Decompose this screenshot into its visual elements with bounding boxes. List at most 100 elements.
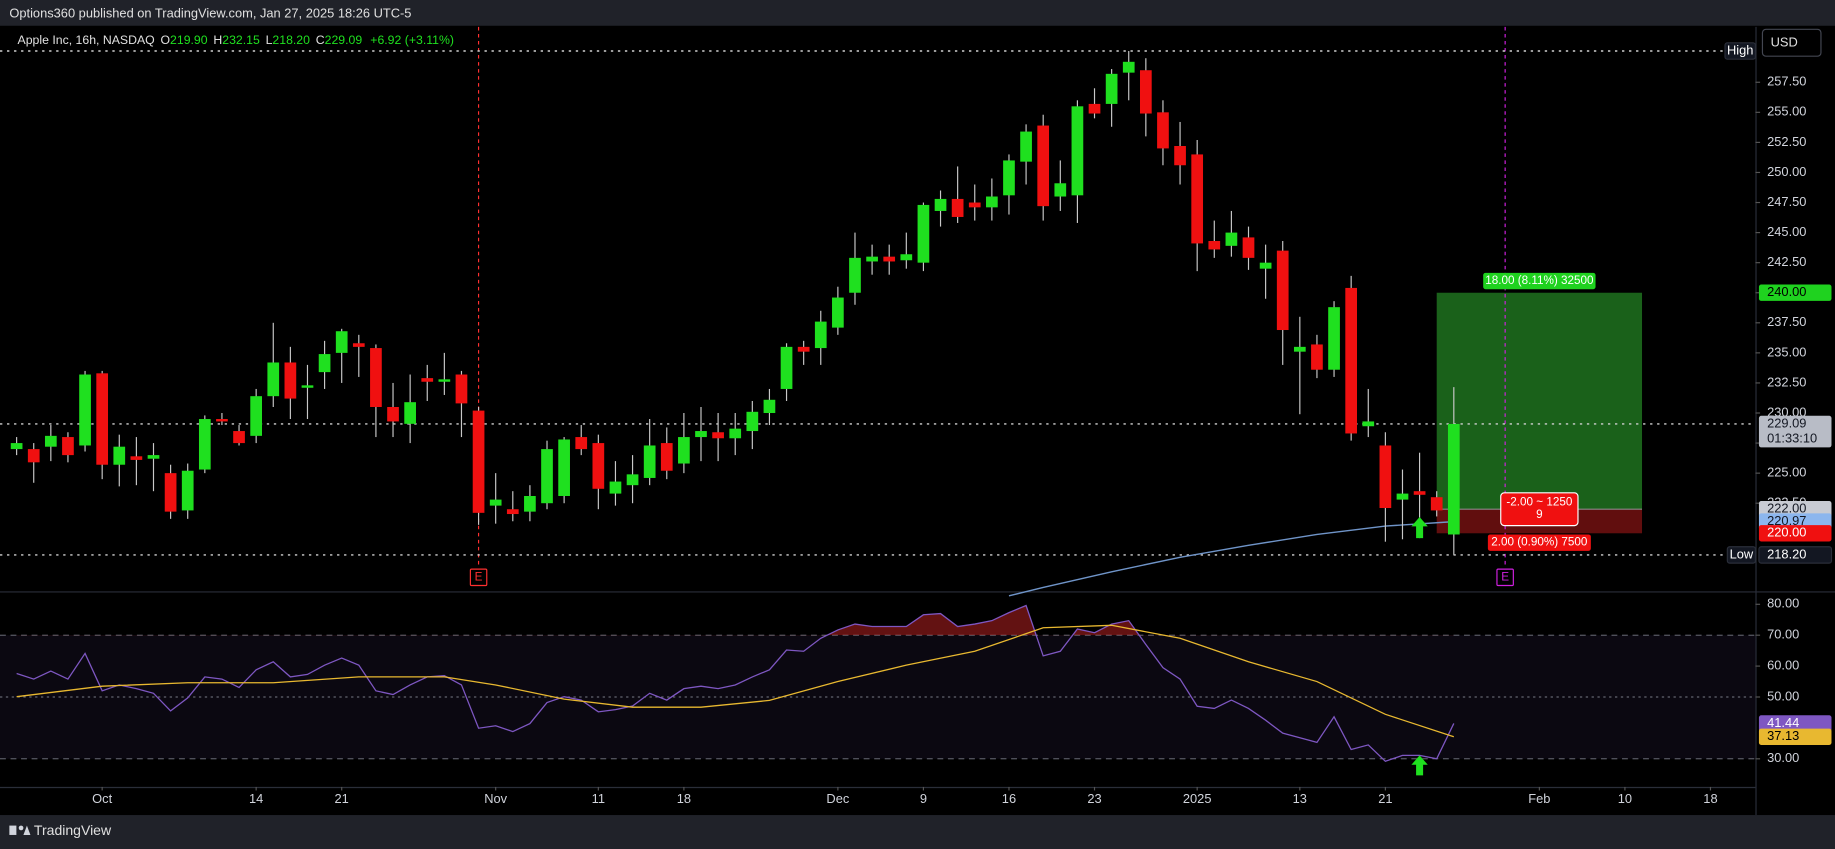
target-label: 18.00 (8.11%) 32500: [1485, 274, 1594, 287]
legend-key: C: [316, 33, 325, 47]
candle-body: [1157, 112, 1169, 149]
event-label: E: [1501, 570, 1509, 583]
x-tick-label: 16: [1002, 791, 1016, 806]
top-bar: [0, 0, 1835, 26]
candle-body: [558, 439, 570, 496]
candle-body: [1447, 423, 1460, 535]
y-tick-label: 80.00: [1767, 596, 1799, 611]
legend-value: 218.20: [272, 33, 310, 47]
candle-body: [233, 431, 245, 444]
candle-body: [216, 419, 228, 422]
candle-body: [1037, 125, 1050, 207]
candle-body: [1003, 160, 1015, 196]
candle-body: [181, 470, 194, 511]
candle-body: [1345, 287, 1358, 434]
currency-button[interactable]: [1761, 28, 1822, 57]
candle-body: [96, 373, 109, 465]
legend-key: O: [160, 33, 170, 47]
candle-body: [370, 348, 382, 407]
x-tick-label: 2025: [1183, 791, 1212, 806]
x-tick-label: 23: [1087, 791, 1101, 806]
candle-body: [575, 437, 588, 450]
event-marker: [1496, 568, 1514, 587]
candle-body: [335, 331, 348, 353]
rsi-value: 41.44: [1767, 715, 1799, 730]
candle-body: [746, 411, 759, 432]
legend-value: 232.15: [222, 33, 260, 47]
candle-body: [79, 374, 91, 446]
candle-body: [900, 254, 913, 261]
y-tick-label: 30.00: [1767, 750, 1799, 765]
candle-body: [27, 449, 40, 463]
high-tag: High: [1727, 42, 1753, 57]
x-tick-label: 18: [1703, 791, 1717, 806]
rsi-ma-value-box: [1758, 728, 1832, 745]
low-tag: Low: [1730, 546, 1754, 561]
candle-body: [164, 473, 177, 512]
target-price: 240.00: [1767, 284, 1806, 299]
candle-body: [472, 410, 485, 513]
candle-body: [455, 374, 468, 404]
legend: Apple Inc, 16h, NASDAQ O219.90 H232.15 L…: [18, 33, 454, 47]
candle-body: [729, 428, 742, 439]
candle-body: [1293, 346, 1306, 352]
candle-body: [1191, 154, 1204, 244]
legend-key: H: [213, 33, 222, 47]
candle-body: [1088, 103, 1101, 114]
candle-body: [489, 499, 502, 506]
y-tick-label: 235.00: [1767, 344, 1806, 359]
stop-label-box: [1487, 534, 1591, 551]
candle-body: [678, 437, 690, 464]
entry-label-box: [1500, 492, 1579, 527]
y-tick-label: 225.00: [1767, 465, 1806, 480]
candle-body: [1105, 73, 1118, 104]
candle-body: [404, 402, 416, 424]
rsi-ma-line: [16, 624, 1455, 738]
x-tick-label: Feb: [1528, 791, 1550, 806]
low-price: 218.20: [1767, 546, 1806, 561]
candle-body: [506, 509, 519, 515]
x-tick-label: 13: [1293, 791, 1307, 806]
candle-body: [1311, 344, 1323, 370]
candle-body: [421, 378, 434, 382]
y-tick-label: 252.50: [1767, 134, 1806, 149]
candle-body: [1208, 241, 1221, 250]
candle-body: [968, 202, 981, 208]
candle-body: [626, 474, 639, 486]
candle-body: [1225, 232, 1238, 246]
x-tick-label: 18: [677, 791, 691, 806]
ma-price: 220.97: [1767, 513, 1806, 528]
low-tag-box: [1726, 546, 1757, 564]
brand: TradingView: [34, 822, 112, 838]
candle-body: [849, 257, 861, 293]
rsi-value-box: [1758, 715, 1832, 732]
candle-body: [301, 385, 314, 388]
candle-body: [951, 198, 964, 217]
current-price: 229.09: [1767, 415, 1806, 430]
y-tick-label: 237.50: [1767, 314, 1806, 329]
candle-body: [609, 481, 622, 494]
candle-body: [284, 362, 297, 399]
candle-body: [1379, 445, 1392, 509]
candle-body: [986, 196, 998, 208]
candle-body: [797, 346, 810, 352]
candle-body: [113, 446, 126, 465]
candle-body: [1396, 493, 1409, 500]
candle-body: [541, 449, 553, 504]
bottom-bar: [0, 815, 1835, 849]
target-price-box: [1758, 284, 1832, 301]
event-label: E: [475, 570, 483, 583]
overbought-fill: [827, 605, 1140, 636]
candle-body: [1413, 491, 1426, 495]
candle-body: [814, 321, 827, 349]
currency[interactable]: USD: [1771, 35, 1798, 50]
candle-body: [592, 443, 605, 489]
y-tick-label: 232.50: [1767, 374, 1806, 389]
y-tick-label: 70.00: [1767, 627, 1799, 642]
stop-price-box: [1758, 525, 1832, 542]
low-price-box: [1758, 546, 1833, 564]
candle-body: [1020, 131, 1032, 162]
candle-body: [934, 198, 947, 211]
